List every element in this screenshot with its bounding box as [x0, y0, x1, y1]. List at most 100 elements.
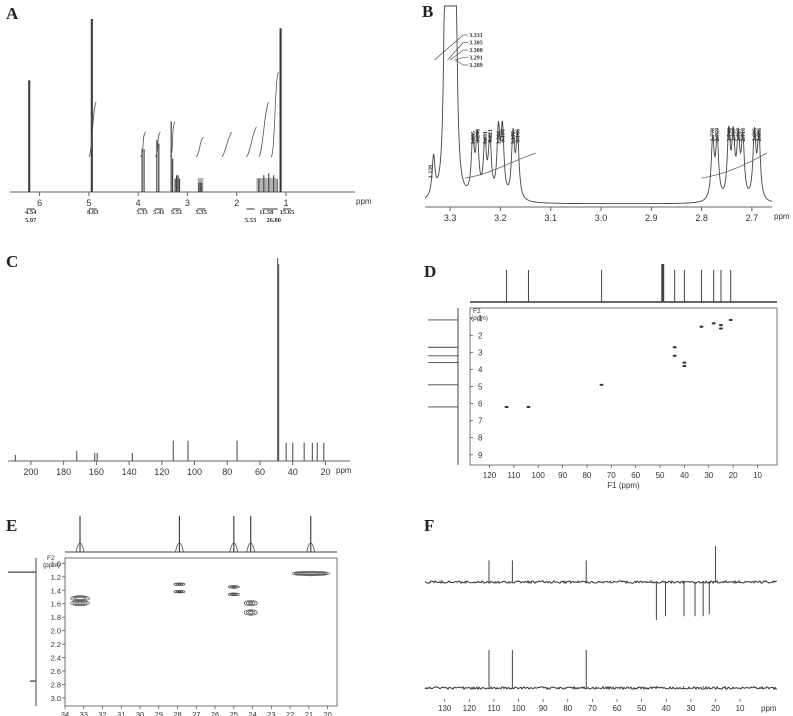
b-peak-label: 3.291	[469, 56, 483, 62]
c-tick-label: 100	[187, 467, 202, 477]
a-multiplet	[256, 178, 277, 192]
d-x-tick-label: 20	[729, 471, 738, 480]
d-x-tick-label: 60	[631, 471, 640, 480]
d-correlation-dot	[672, 346, 677, 349]
e-y-tick-label: 1.8	[51, 613, 61, 622]
a-tick-label: 2	[234, 198, 239, 208]
b-peak-leader	[455, 59, 464, 66]
e-contour-ring	[72, 600, 88, 606]
b-peak-label: 3.289	[469, 63, 483, 69]
d-y-tick-label: 3	[478, 348, 483, 357]
d-x-tick-label: 40	[680, 471, 689, 480]
e-contour-ring	[291, 570, 330, 577]
a-tick-label: 1	[283, 198, 288, 208]
a-multiplet	[174, 178, 181, 192]
e-x-tick-label: 22	[286, 710, 294, 716]
e-x-tick-label: 26	[211, 710, 219, 716]
d-correlation-dot	[682, 364, 687, 368]
f-dept-baseline	[424, 579, 778, 585]
f-tick-label: 90	[539, 704, 548, 713]
d-x-tick-label: 50	[656, 471, 665, 480]
a-integral-label: 15.65	[280, 209, 295, 216]
b-tick-label: 2.8	[695, 213, 708, 223]
e-x-tick-label: 24	[248, 710, 256, 716]
e-y-tick-label: 1.2	[51, 573, 61, 582]
d-plot-frame	[469, 307, 778, 466]
a-integral-curve	[88, 101, 97, 158]
f-tick-label: 100	[512, 704, 526, 713]
f-tick-label: 20	[711, 704, 720, 713]
e-contour-ring	[227, 585, 240, 589]
b-tick-label: 2.9	[645, 213, 658, 223]
a-integral-label: 5.53	[245, 217, 257, 224]
e-x-tick-label: 33	[80, 710, 88, 716]
f-c13-baseline	[424, 685, 778, 691]
e-top-projection-shape	[175, 542, 184, 553]
e-y-tick-label: 2.2	[51, 640, 61, 649]
e-contour-ring	[70, 600, 90, 607]
f-tick-label: 40	[662, 704, 671, 713]
panel-label-a: A	[6, 4, 19, 23]
c-tick-label: 140	[122, 467, 137, 477]
c-tick-label: 80	[222, 467, 232, 477]
f-tick-label: 80	[563, 704, 572, 713]
b-peak-leader	[447, 42, 464, 61]
b-peak-label: 3.166	[516, 129, 522, 143]
a-integral-label: 5.33	[136, 209, 148, 216]
e-contour-ring	[177, 590, 181, 593]
b-peak-label: 2.737	[731, 128, 737, 142]
e-contour-ring	[232, 586, 236, 588]
e-contour-ring	[293, 571, 328, 576]
d-y-tick-label: 5	[478, 383, 483, 392]
d-correlation-dot	[699, 325, 704, 328]
e-contour-ring	[74, 597, 86, 600]
d-x-tick-label: 30	[704, 471, 713, 480]
e-contour-ring	[296, 572, 326, 575]
e-top-projection-shape	[229, 542, 239, 553]
d-y-tick-label: 7	[478, 417, 483, 426]
c-tick-label: 40	[288, 467, 298, 477]
a-tick-label: 5	[86, 198, 91, 208]
b-tick-label: 3.3	[444, 213, 457, 223]
a-integral-label: 5.51	[171, 209, 182, 216]
b-peak-label: 2.695	[752, 128, 758, 142]
panel-label-f: F	[424, 516, 435, 535]
e-x-tick-label: 29	[155, 710, 163, 716]
d-x-axis-title: F1 (ppm)	[607, 481, 640, 490]
c-tick-label: 180	[56, 467, 71, 477]
b-tick-label: 2.7	[746, 213, 759, 223]
e-contour-ring	[227, 592, 240, 596]
c-tick-label: 20	[320, 467, 330, 477]
c-tick-label: 200	[23, 467, 38, 477]
b-peak-label: 3.246	[475, 129, 481, 143]
e-y-tick-label: 2.6	[51, 667, 61, 676]
d-x-tick-label: 120	[483, 471, 497, 480]
panel-label-c: C	[6, 252, 19, 271]
a-integral-curve	[246, 126, 257, 158]
e-x-tick-label: 23	[267, 710, 275, 716]
e-x-tick-label: 21	[305, 710, 313, 716]
b-peak-leader	[434, 34, 464, 61]
e-y-tick-label: 1.0	[51, 559, 61, 568]
a-integral-label: 5.07	[25, 217, 37, 224]
a-integral-curve	[270, 71, 279, 158]
e-x-tick-label: 34	[61, 710, 69, 716]
f-tick-label: 10	[736, 704, 745, 713]
d-correlation-dot	[526, 405, 531, 409]
d-x-tick-label: 70	[607, 471, 616, 480]
d-correlation-dot	[728, 318, 733, 322]
a-tick-label: 3	[185, 198, 190, 208]
e-y-tick-label: 2.4	[51, 654, 61, 663]
b-peak-label: 2.727	[736, 128, 742, 142]
e-contour-ring	[246, 610, 256, 615]
d-correlation-dot	[718, 323, 723, 327]
d-x-tick-label: 90	[558, 471, 567, 480]
c-tick-label: 60	[255, 467, 265, 477]
b-tick-label: 3.2	[494, 213, 507, 223]
a-tick-label: 4	[136, 198, 141, 208]
c-axis-title: ppm	[336, 466, 352, 475]
d-y-tick-label: 6	[478, 400, 483, 409]
e-contour-ring	[248, 611, 254, 614]
b-integral-curve	[701, 152, 768, 179]
a-multiplet	[197, 178, 204, 192]
